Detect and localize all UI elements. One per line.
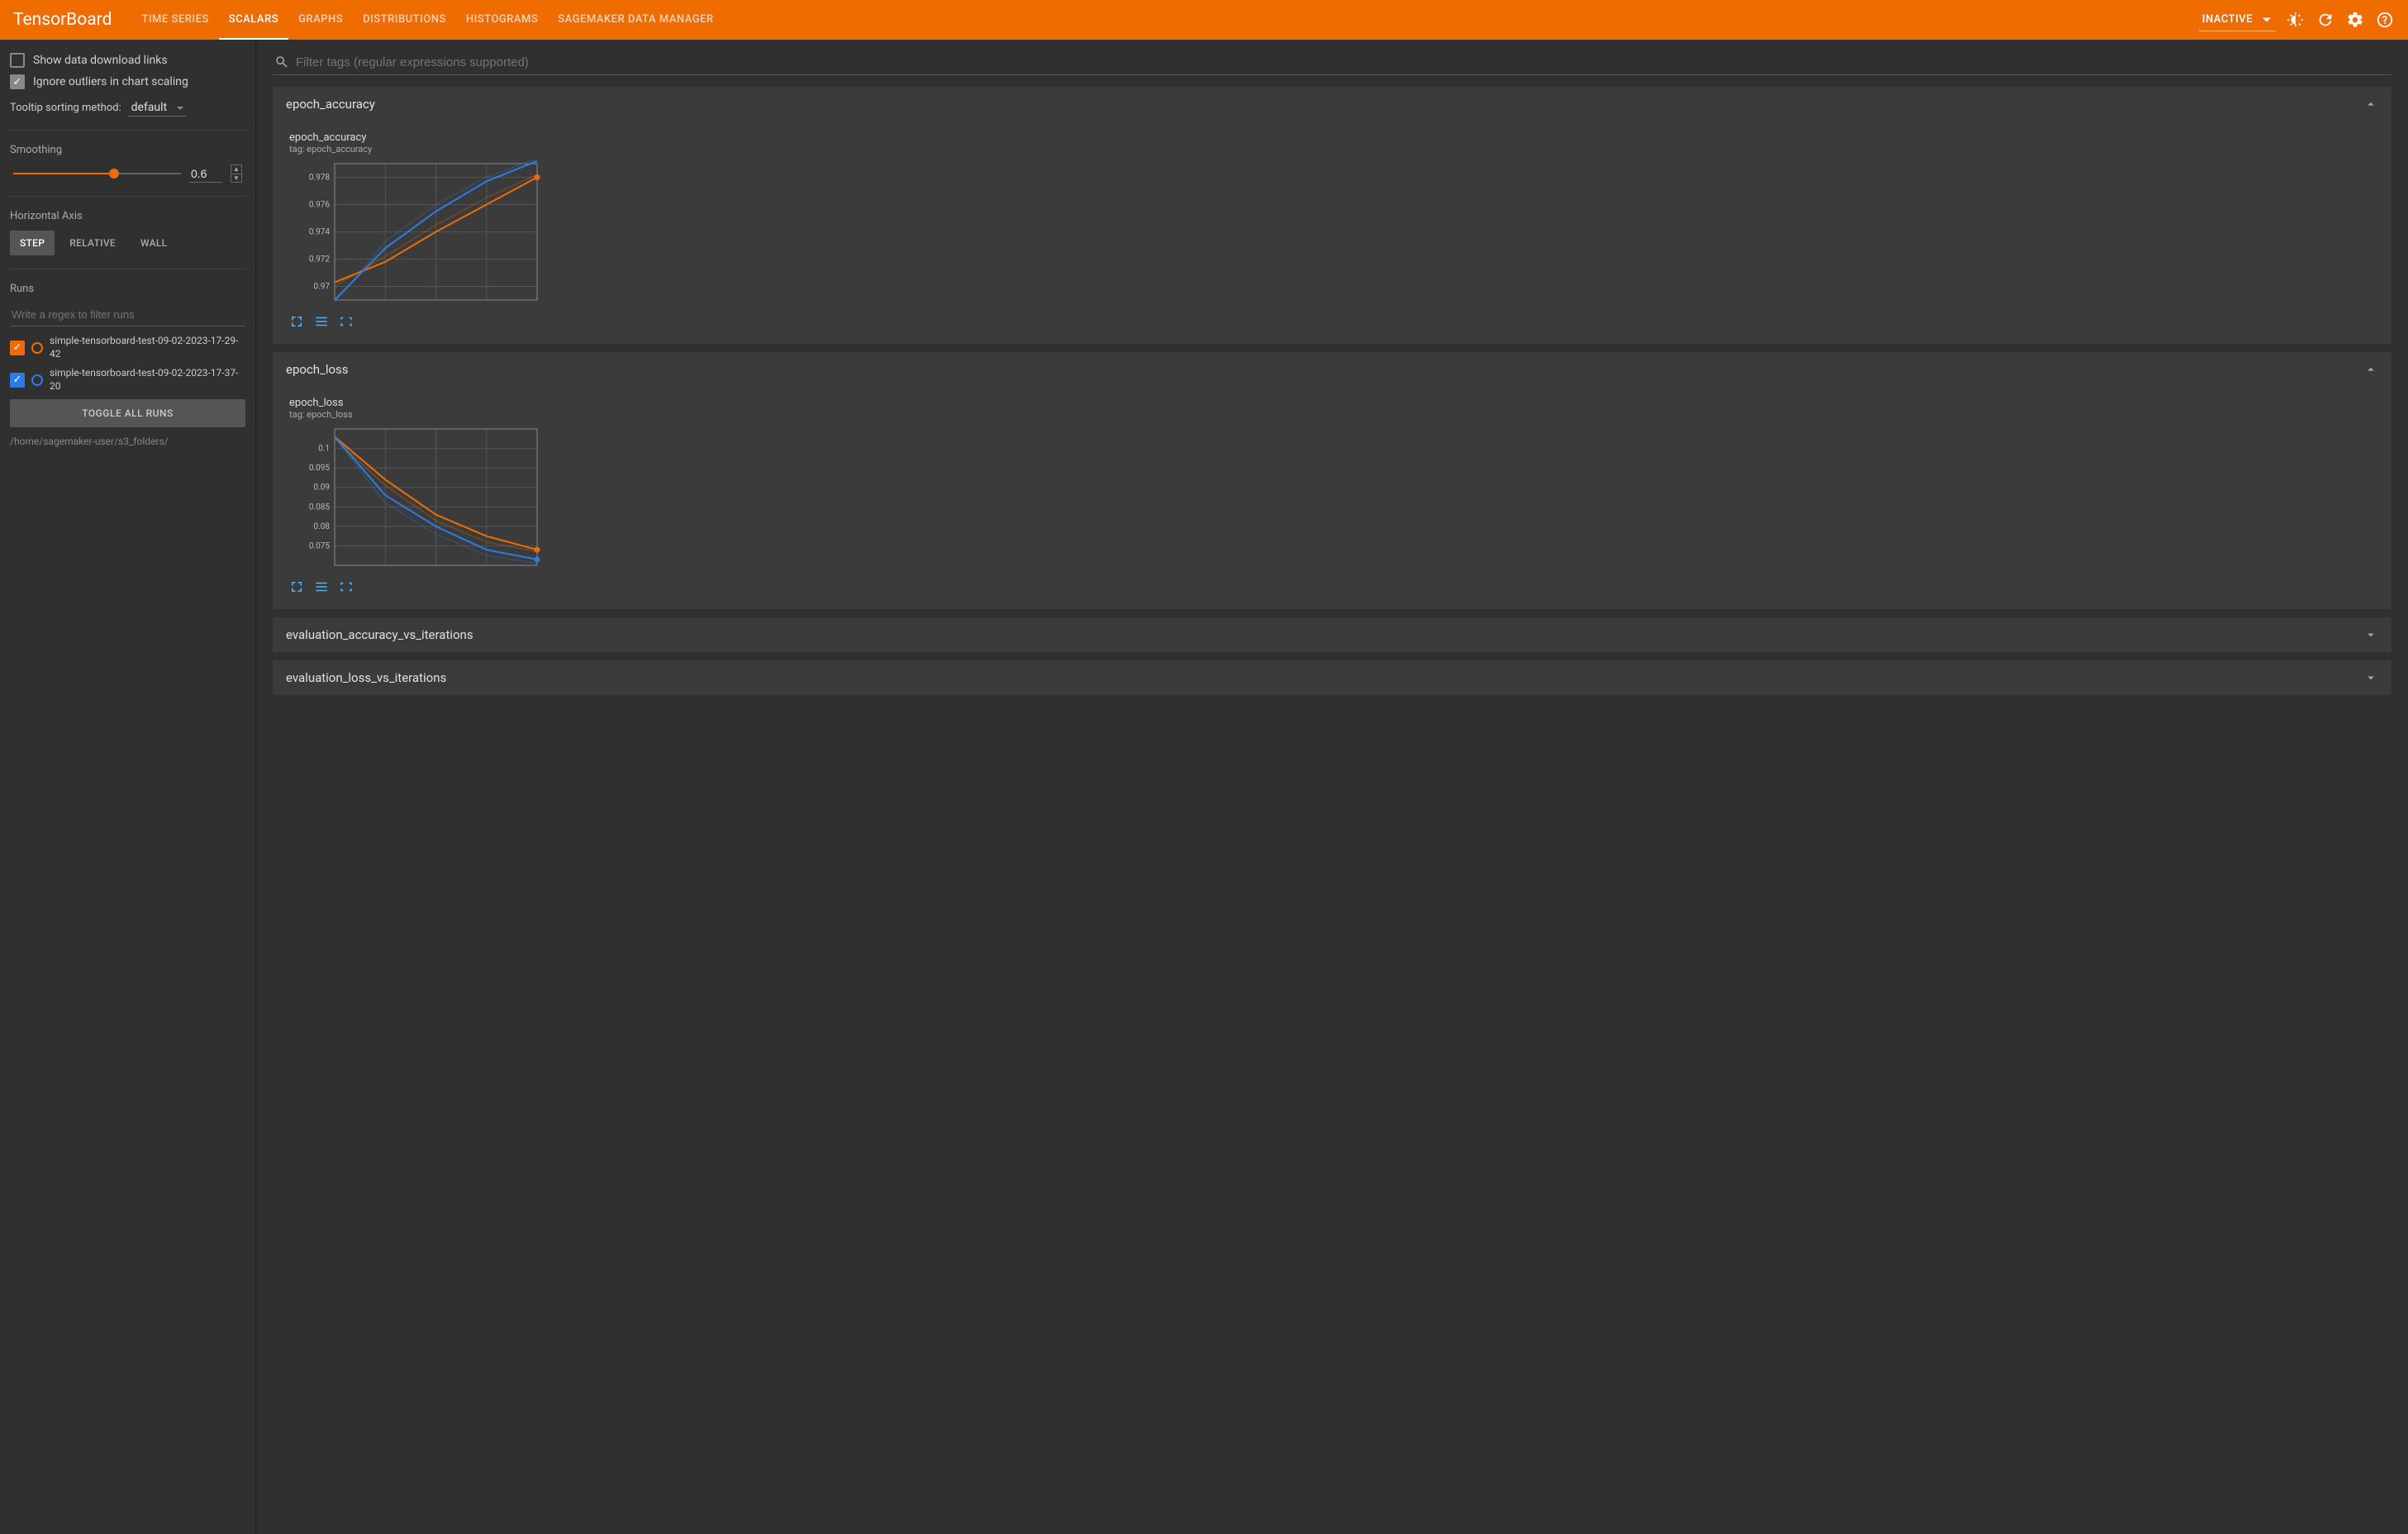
help-icon[interactable]	[2375, 10, 2395, 30]
list-icon[interactable]	[314, 314, 329, 329]
panel-header[interactable]: epoch_loss	[273, 352, 2391, 387]
runs-label: Runs	[10, 283, 245, 295]
svg-text:0.075: 0.075	[309, 541, 330, 550]
run-row: ✓ simple-tensorboard-test-09-02-2023-17-2…	[10, 335, 245, 360]
tooltip-sort-label: Tooltip sorting method:	[10, 102, 121, 114]
fit-domain-icon[interactable]	[339, 579, 354, 594]
status-select-wrap[interactable]: INACTIVE	[2199, 8, 2276, 31]
list-icon[interactable]	[314, 579, 329, 594]
svg-text:0.972: 0.972	[309, 255, 330, 264]
chart-actions	[289, 579, 562, 594]
panel-title: epoch_loss	[286, 362, 349, 377]
toggle-all-runs-button[interactable]: TOGGLE ALL RUNS	[10, 399, 245, 427]
svg-text:0.085: 0.085	[309, 503, 330, 512]
header-actions: INACTIVE	[2199, 8, 2395, 31]
svg-text:0.1: 0.1	[318, 445, 330, 454]
panel-body: epoch_losstag: epoch_loss0.0750.080.0850…	[273, 387, 2391, 609]
svg-text:0.976: 0.976	[309, 201, 330, 210]
panel-title: evaluation_loss_vs_iterations	[286, 670, 446, 685]
chart-actions	[289, 314, 562, 329]
panel-header[interactable]: epoch_accuracy	[273, 87, 2391, 121]
runs-filter-input[interactable]	[10, 303, 245, 326]
status-select[interactable]: INACTIVE	[2199, 8, 2276, 31]
search-icon	[274, 55, 289, 69]
smoothing-slider[interactable]	[13, 167, 181, 180]
ignore-outliers-checkbox[interactable]	[10, 74, 25, 89]
haxis-wall-button[interactable]: WALL	[131, 231, 177, 255]
svg-text:0.974: 0.974	[309, 228, 330, 237]
chart-subtitle: tag: epoch_loss	[289, 409, 562, 420]
fit-domain-icon[interactable]	[339, 314, 354, 329]
main-content: epoch_accuracyepoch_accuracytag: epoch_a…	[256, 40, 2408, 1534]
scalar-panel: evaluation_accuracy_vs_iterations	[273, 617, 2391, 652]
haxis-step-button[interactable]: STEP	[10, 231, 55, 255]
expand-icon[interactable]	[289, 579, 304, 594]
run-name-label: simple-tensorboard-test-09-02-2023-17-29…	[50, 335, 245, 360]
smoothing-label: Smoothing	[10, 144, 245, 156]
run-row: ✓ simple-tensorboard-test-09-02-2023-17-3…	[10, 367, 245, 393]
scalar-panel: evaluation_loss_vs_iterations	[273, 660, 2391, 695]
svg-text:0.09: 0.09	[314, 484, 331, 493]
tag-filter-row	[273, 50, 2391, 75]
run-checkbox[interactable]: ✓	[10, 341, 25, 355]
chart-subtitle: tag: epoch_accuracy	[289, 144, 562, 155]
tag-filter-input[interactable]	[296, 55, 2390, 69]
smoothing-value-input[interactable]	[189, 165, 222, 183]
haxis-button-group: STEPRELATIVEWALL	[10, 231, 245, 255]
chart-plot: 0.075 0.08 0.085 0.09 0.095 0.1	[289, 425, 545, 569]
ignore-outliers-label: Ignore outliers in chart scaling	[33, 75, 188, 88]
chart-card: epoch_accuracytag: epoch_accuracy0.970.9…	[289, 131, 562, 329]
scalar-panel: epoch_accuracyepoch_accuracytag: epoch_a…	[273, 87, 2391, 344]
run-name-label: simple-tensorboard-test-09-02-2023-17-37…	[50, 367, 245, 393]
svg-text:0.08: 0.08	[314, 522, 331, 531]
chevron-down-icon	[2363, 670, 2378, 685]
tooltip-sort-select[interactable]: default	[128, 99, 188, 117]
chevron-up-icon	[2363, 362, 2378, 377]
panel-header[interactable]: evaluation_loss_vs_iterations	[273, 660, 2391, 695]
panel-title: evaluation_accuracy_vs_iterations	[286, 627, 474, 642]
run-color-swatch	[31, 374, 43, 386]
chart-title: epoch_accuracy	[289, 131, 562, 144]
nav-tabs: TIME SERIESSCALARSGRAPHSDISTRIBUTIONSHIS…	[131, 0, 723, 40]
show-download-checkbox[interactable]	[10, 53, 25, 68]
chart-card: epoch_losstag: epoch_loss0.0750.080.0850…	[289, 397, 562, 594]
scalar-panel: epoch_lossepoch_losstag: epoch_loss0.075…	[273, 352, 2391, 609]
haxis-relative-button[interactable]: RELATIVE	[59, 231, 126, 255]
panel-header[interactable]: evaluation_accuracy_vs_iterations	[273, 617, 2391, 652]
tab-time-series[interactable]: TIME SERIES	[131, 0, 218, 40]
sidebar: Show data download links Ignore outliers…	[0, 40, 256, 1534]
run-checkbox[interactable]: ✓	[10, 373, 25, 388]
chevron-down-icon	[2363, 627, 2378, 642]
runs-list: ✓ simple-tensorboard-test-09-02-2023-17-2…	[10, 335, 245, 393]
svg-text:0.97: 0.97	[314, 283, 331, 292]
chevron-up-icon	[2363, 97, 2378, 112]
show-download-label: Show data download links	[33, 54, 168, 67]
panels-container: epoch_accuracyepoch_accuracytag: epoch_a…	[273, 87, 2391, 695]
tab-graphs[interactable]: GRAPHS	[288, 0, 353, 40]
chart-title: epoch_loss	[289, 397, 562, 409]
tab-sagemaker-data-manager[interactable]: SAGEMAKER DATA MANAGER	[548, 0, 723, 40]
tab-histograms[interactable]: HISTOGRAMS	[456, 0, 548, 40]
haxis-label: Horizontal Axis	[10, 210, 245, 222]
svg-text:0.978: 0.978	[309, 174, 330, 183]
theme-toggle-icon[interactable]	[2286, 10, 2306, 30]
expand-icon[interactable]	[289, 314, 304, 329]
app-header: TensorBoard TIME SERIESSCALARSGRAPHSDIST…	[0, 0, 2408, 40]
log-path: /home/sagemaker-user/s3_folders/	[10, 436, 245, 447]
run-color-swatch	[31, 342, 43, 354]
tab-scalars[interactable]: SCALARS	[219, 0, 288, 40]
app-logo: TensorBoard	[13, 10, 112, 30]
stepper-up-icon[interactable]: ▲	[231, 165, 241, 174]
smoothing-stepper[interactable]: ▲ ▼	[231, 164, 242, 183]
panel-title: epoch_accuracy	[286, 97, 375, 112]
settings-icon[interactable]	[2345, 10, 2365, 30]
chart-plot: 0.97 0.972 0.974 0.976 0.978	[289, 160, 545, 304]
tab-distributions[interactable]: DISTRIBUTIONS	[353, 0, 456, 40]
stepper-down-icon[interactable]: ▼	[231, 174, 241, 183]
svg-text:0.095: 0.095	[309, 464, 330, 473]
refresh-icon[interactable]	[2315, 10, 2335, 30]
panel-body: epoch_accuracytag: epoch_accuracy0.970.9…	[273, 121, 2391, 344]
